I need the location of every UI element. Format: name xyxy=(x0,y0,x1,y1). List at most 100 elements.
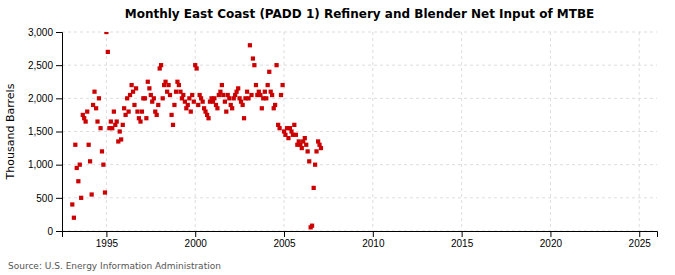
point xyxy=(155,113,159,117)
point xyxy=(313,163,317,167)
x-tick: 2020 xyxy=(540,231,563,249)
x-grid-line xyxy=(106,32,107,231)
point xyxy=(227,96,231,100)
point xyxy=(161,96,165,100)
x-tick: 2000 xyxy=(185,231,208,249)
point xyxy=(286,136,290,140)
point xyxy=(100,149,104,153)
point xyxy=(190,93,194,97)
point xyxy=(92,90,96,94)
point xyxy=(143,96,147,100)
x-grid-line xyxy=(639,32,640,231)
x-tick-label: 2025 xyxy=(629,238,652,249)
y-grid-line xyxy=(62,65,657,66)
x-tick-mark xyxy=(639,231,640,237)
x-grid-line xyxy=(372,32,373,231)
point xyxy=(266,83,270,87)
y-tick-mark xyxy=(56,32,62,33)
title: Monthly East Coast (PADD 1) Refinery and… xyxy=(125,7,595,21)
point xyxy=(87,143,91,147)
y-tick: 1,500 xyxy=(28,126,62,137)
point xyxy=(251,56,255,60)
point xyxy=(189,109,193,113)
point xyxy=(156,103,160,107)
point xyxy=(270,93,274,97)
point xyxy=(310,224,314,228)
grid xyxy=(62,32,657,231)
point xyxy=(138,119,142,123)
point xyxy=(90,192,94,196)
point xyxy=(85,109,89,113)
point xyxy=(121,123,125,127)
x-tick-label: 2005 xyxy=(273,238,296,249)
y-tick-mark xyxy=(56,98,62,99)
point xyxy=(306,149,310,153)
point xyxy=(95,119,99,123)
x-grid-line xyxy=(461,32,462,231)
point xyxy=(263,90,267,94)
y-grid-line xyxy=(62,197,657,198)
x-tick-mark xyxy=(462,231,463,237)
point xyxy=(206,116,210,120)
x-tick-mark xyxy=(550,231,551,237)
point xyxy=(292,123,296,127)
point xyxy=(267,70,271,74)
point xyxy=(177,83,181,87)
x-tick: 2015 xyxy=(451,231,474,249)
y-grid-line xyxy=(62,131,657,132)
point xyxy=(215,106,219,110)
point xyxy=(98,126,102,130)
point xyxy=(112,109,116,113)
x-tick-mark xyxy=(195,231,196,237)
x-tick-label: 2015 xyxy=(451,238,474,249)
point xyxy=(144,116,148,120)
point xyxy=(97,96,101,100)
point xyxy=(134,86,138,90)
point xyxy=(241,103,245,107)
point xyxy=(152,96,156,100)
point xyxy=(76,179,80,183)
point xyxy=(249,93,253,97)
x-tick-mark xyxy=(284,231,285,237)
point xyxy=(201,100,205,104)
point xyxy=(223,100,227,104)
y-tick-mark xyxy=(56,198,62,199)
y-tick: 3,000 xyxy=(28,27,62,38)
point xyxy=(166,83,170,87)
point xyxy=(135,109,139,113)
x-tick-mark xyxy=(106,231,107,237)
points xyxy=(70,32,323,229)
chart: 199520002005201020152020202505001,0001,5… xyxy=(0,0,675,275)
point xyxy=(84,119,88,123)
point xyxy=(312,186,316,190)
point xyxy=(280,83,284,87)
point xyxy=(307,159,311,163)
point xyxy=(303,136,307,140)
y-tick: 0 xyxy=(47,226,62,237)
point xyxy=(78,163,82,167)
x-tick-label: 2000 xyxy=(185,238,208,249)
point xyxy=(248,43,252,47)
x-tick-label: 2020 xyxy=(540,238,563,249)
x-tick: 1995 xyxy=(96,231,119,249)
point xyxy=(252,63,256,67)
point xyxy=(159,63,163,67)
point xyxy=(130,83,134,87)
point xyxy=(274,63,278,67)
plot: 199520002005201020152020202505001,0001,5… xyxy=(28,27,658,249)
y-tick-mark xyxy=(56,132,62,133)
point xyxy=(146,80,150,84)
point xyxy=(186,103,190,107)
point xyxy=(132,103,136,107)
y-tick-mark xyxy=(56,65,62,66)
point xyxy=(236,86,240,90)
y-tick-label: 2,500 xyxy=(28,60,53,71)
source: Source: U.S. Energy Information Administ… xyxy=(8,261,221,271)
point xyxy=(319,146,323,150)
point xyxy=(181,93,185,97)
point xyxy=(122,106,126,110)
point xyxy=(300,146,304,150)
y-axis-label: Thousand Barrels xyxy=(4,83,17,180)
x-tick: 2025 xyxy=(629,231,652,249)
point xyxy=(212,96,216,100)
